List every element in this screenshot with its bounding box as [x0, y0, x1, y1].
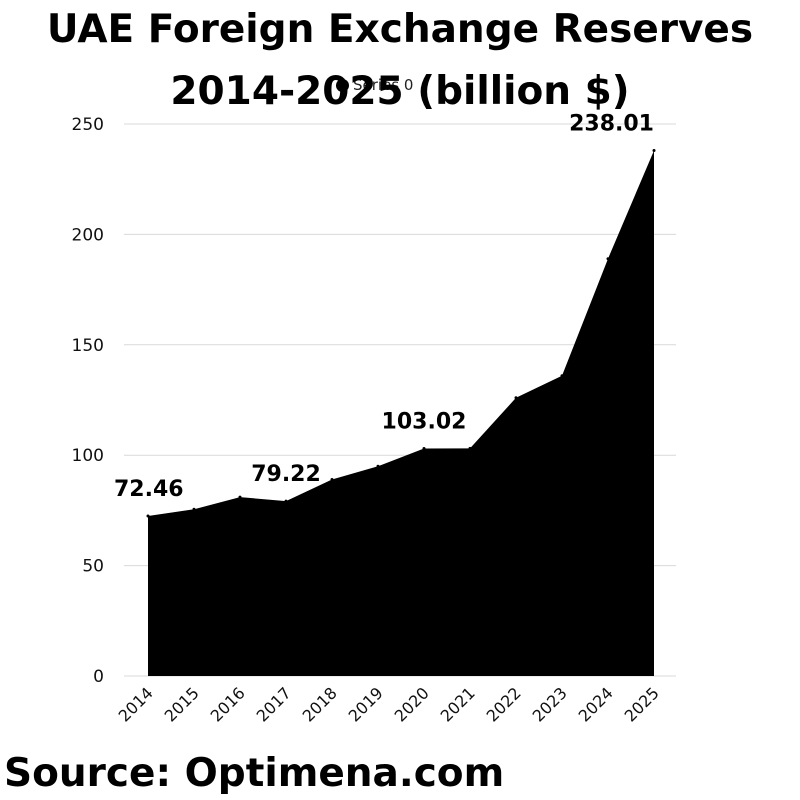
x-tick-label: 2024	[575, 683, 617, 725]
y-tick-label: 150	[72, 336, 104, 356]
x-tick-label: 2015	[161, 683, 203, 725]
source-text: Source: Optimena.com	[4, 751, 505, 796]
y-tick-label: 200	[72, 225, 104, 245]
chart-legend: Series 0	[336, 76, 413, 94]
chart-title-line-2: 2014-2025 (billion $)	[170, 69, 630, 114]
data-label: 238.01	[569, 111, 654, 136]
x-tick-label: 2023	[529, 683, 571, 725]
data-point-2016	[238, 495, 242, 499]
x-tick-label: 2020	[391, 683, 433, 725]
data-point-2018	[330, 477, 334, 481]
x-tick-label: 2021	[437, 683, 479, 725]
chart-title-line-1: UAE Foreign Exchange Reserves	[46, 7, 754, 52]
x-tick-label: 2017	[253, 683, 295, 725]
x-tick-label: 2018	[299, 683, 341, 725]
data-point-2021	[468, 446, 472, 450]
y-tick-label: 50	[82, 557, 104, 577]
data-point-2020	[422, 447, 426, 451]
area-series-0	[148, 150, 654, 676]
x-tick-label: 2016	[207, 683, 249, 725]
y-tick-label: 100	[72, 446, 104, 466]
data-label: 72.46	[114, 477, 184, 502]
data-point-2017	[284, 499, 288, 503]
data-label: 103.02	[382, 410, 467, 435]
legend-label: Series 0	[353, 76, 414, 94]
y-tick-label: 250	[72, 115, 104, 135]
x-tick-label: 2014	[115, 683, 157, 725]
x-tick-label: 2025	[621, 683, 663, 725]
x-tick-label: 2022	[483, 683, 525, 725]
x-tick-label: 2019	[345, 683, 387, 725]
data-point-2025	[652, 148, 656, 152]
data-label: 79.22	[251, 462, 321, 487]
legend-swatch-icon	[336, 78, 349, 92]
data-point-2015	[192, 507, 196, 511]
data-point-2019	[376, 464, 380, 468]
data-point-2022	[514, 396, 518, 400]
data-point-2024	[606, 257, 610, 261]
data-point-2023	[560, 374, 564, 378]
y-tick-label: 0	[93, 667, 104, 687]
data-point-2014	[146, 514, 150, 518]
